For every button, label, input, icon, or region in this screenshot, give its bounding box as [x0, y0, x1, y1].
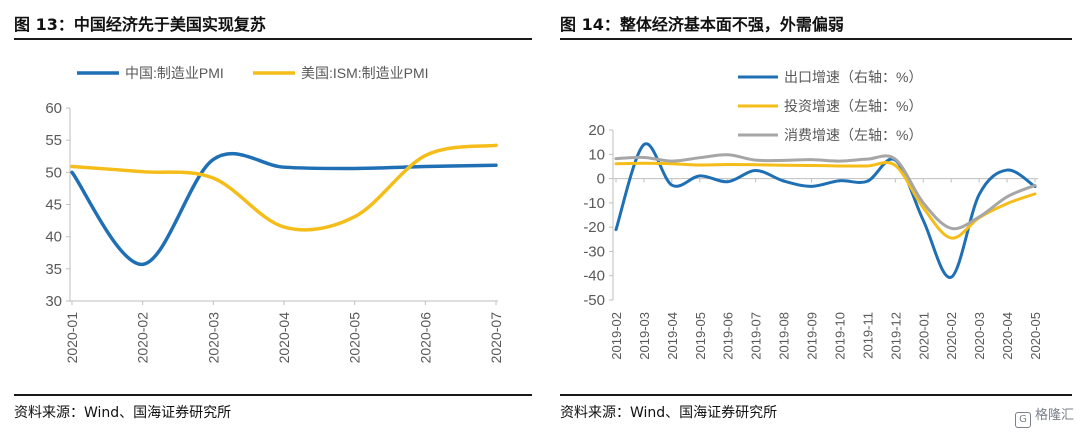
x-tick-label: 2020-05: [347, 312, 363, 364]
y-tick-label: 0: [597, 171, 605, 188]
x-tick-label: 2019-09: [805, 312, 820, 360]
y-tick-label: -30: [583, 243, 605, 260]
figure-14-title: 图 14：整体经济基本面不强，外需偏弱: [560, 15, 844, 34]
series-line-2: [70, 143, 498, 232]
watermark-text: 格隆汇: [1034, 408, 1074, 423]
x-tick-label: 2020-01: [916, 312, 931, 360]
x-tick-label: 2019-10: [832, 312, 847, 360]
x-tick-label: 2020-01: [64, 312, 80, 364]
x-tick-label: 2020-06: [417, 312, 433, 364]
source-rule: [14, 394, 532, 396]
x-tick-label: 2019-06: [721, 312, 736, 360]
x-tick-label: 2020-07: [488, 312, 504, 364]
legend-label-2: 投资增速（左轴：%）: [784, 98, 922, 114]
left-panel: 图 13：中国经济先于美国实现复苏 30 35 40 45 50 55 60 2020-01 2…: [14, 15, 532, 421]
x-tick-label: 2020-02: [135, 312, 151, 364]
series-line-3: [614, 153, 1037, 231]
right-panel: 图 14：整体经济基本面不强，外需偏弱 -50 -40 -30 -20 -10 0 10 20…: [540, 0, 1080, 434]
series-line-2: [614, 161, 1037, 240]
x-tick-label: 2020-02: [944, 312, 959, 360]
x-tick-label: 2019-03: [637, 312, 652, 360]
x-tick-label: 2020-03: [205, 312, 221, 364]
x-tick-label: 2020-03: [972, 312, 987, 360]
x-tick-label: 2020-05: [1028, 312, 1043, 360]
x-tick-label: 2019-08: [777, 312, 792, 360]
y-tick-label: 50: [45, 164, 62, 181]
y-tick-label: -10: [583, 195, 605, 212]
x-tick-label: 2020-04: [1000, 312, 1015, 360]
x-tick-label: 2019-05: [693, 312, 708, 360]
x-tick-label: 2019-12: [888, 312, 903, 360]
watermark-logo: G 格隆汇: [1014, 404, 1074, 428]
legend-label-2: 美国:ISM:制造业PMI: [301, 65, 429, 81]
gelonghui-logo-icon: G: [1014, 412, 1031, 428]
x-tick-label: 2019-04: [665, 312, 680, 360]
y-tick-label: 20: [588, 122, 605, 139]
y-tick-label: 45: [45, 197, 62, 214]
source-note: 资料来源：Wind、国海证券研究所: [14, 405, 232, 421]
y-tick-label: 30: [45, 293, 62, 310]
x-tick-label: 2019-11: [860, 312, 875, 359]
pmi-line-chart: 30 35 40 45 50 55 60 2020-01 2020-02 2020-03 2020-…: [45, 65, 504, 364]
series-line-1: [614, 142, 1037, 279]
x-tick-label: 2019-07: [749, 312, 764, 360]
source-note: 资料来源：Wind、国海证券研究所: [560, 405, 778, 421]
x-tick-label: 2019-02: [609, 312, 624, 360]
y-tick-label: -40: [583, 268, 605, 285]
legend-label-3: 消费增速（左轴：%）: [784, 127, 922, 143]
series-line-1: [70, 151, 498, 267]
y-tick-label: 10: [588, 146, 605, 163]
legend-label-1: 中国:制造业PMI: [125, 65, 224, 81]
legend-label-1: 出口增速（右轴：%）: [784, 69, 922, 85]
title-rule: [560, 38, 1072, 40]
growth-line-chart: -50 -40 -30 -20 -10 0 10 20 2019-02 2019-03 2019-0…: [583, 69, 1043, 360]
y-tick-label: 55: [45, 132, 62, 149]
y-tick-label: 35: [45, 261, 62, 278]
title-rule: [14, 38, 532, 40]
y-tick-label: 40: [45, 229, 62, 246]
y-tick-label: 60: [45, 100, 62, 117]
source-rule: [560, 394, 1072, 396]
y-tick-label: -50: [583, 292, 605, 309]
figure-13-title: 图 13：中国经济先于美国实现复苏: [14, 15, 266, 34]
y-tick-label: -20: [583, 219, 605, 236]
x-tick-label: 2020-04: [276, 312, 292, 364]
